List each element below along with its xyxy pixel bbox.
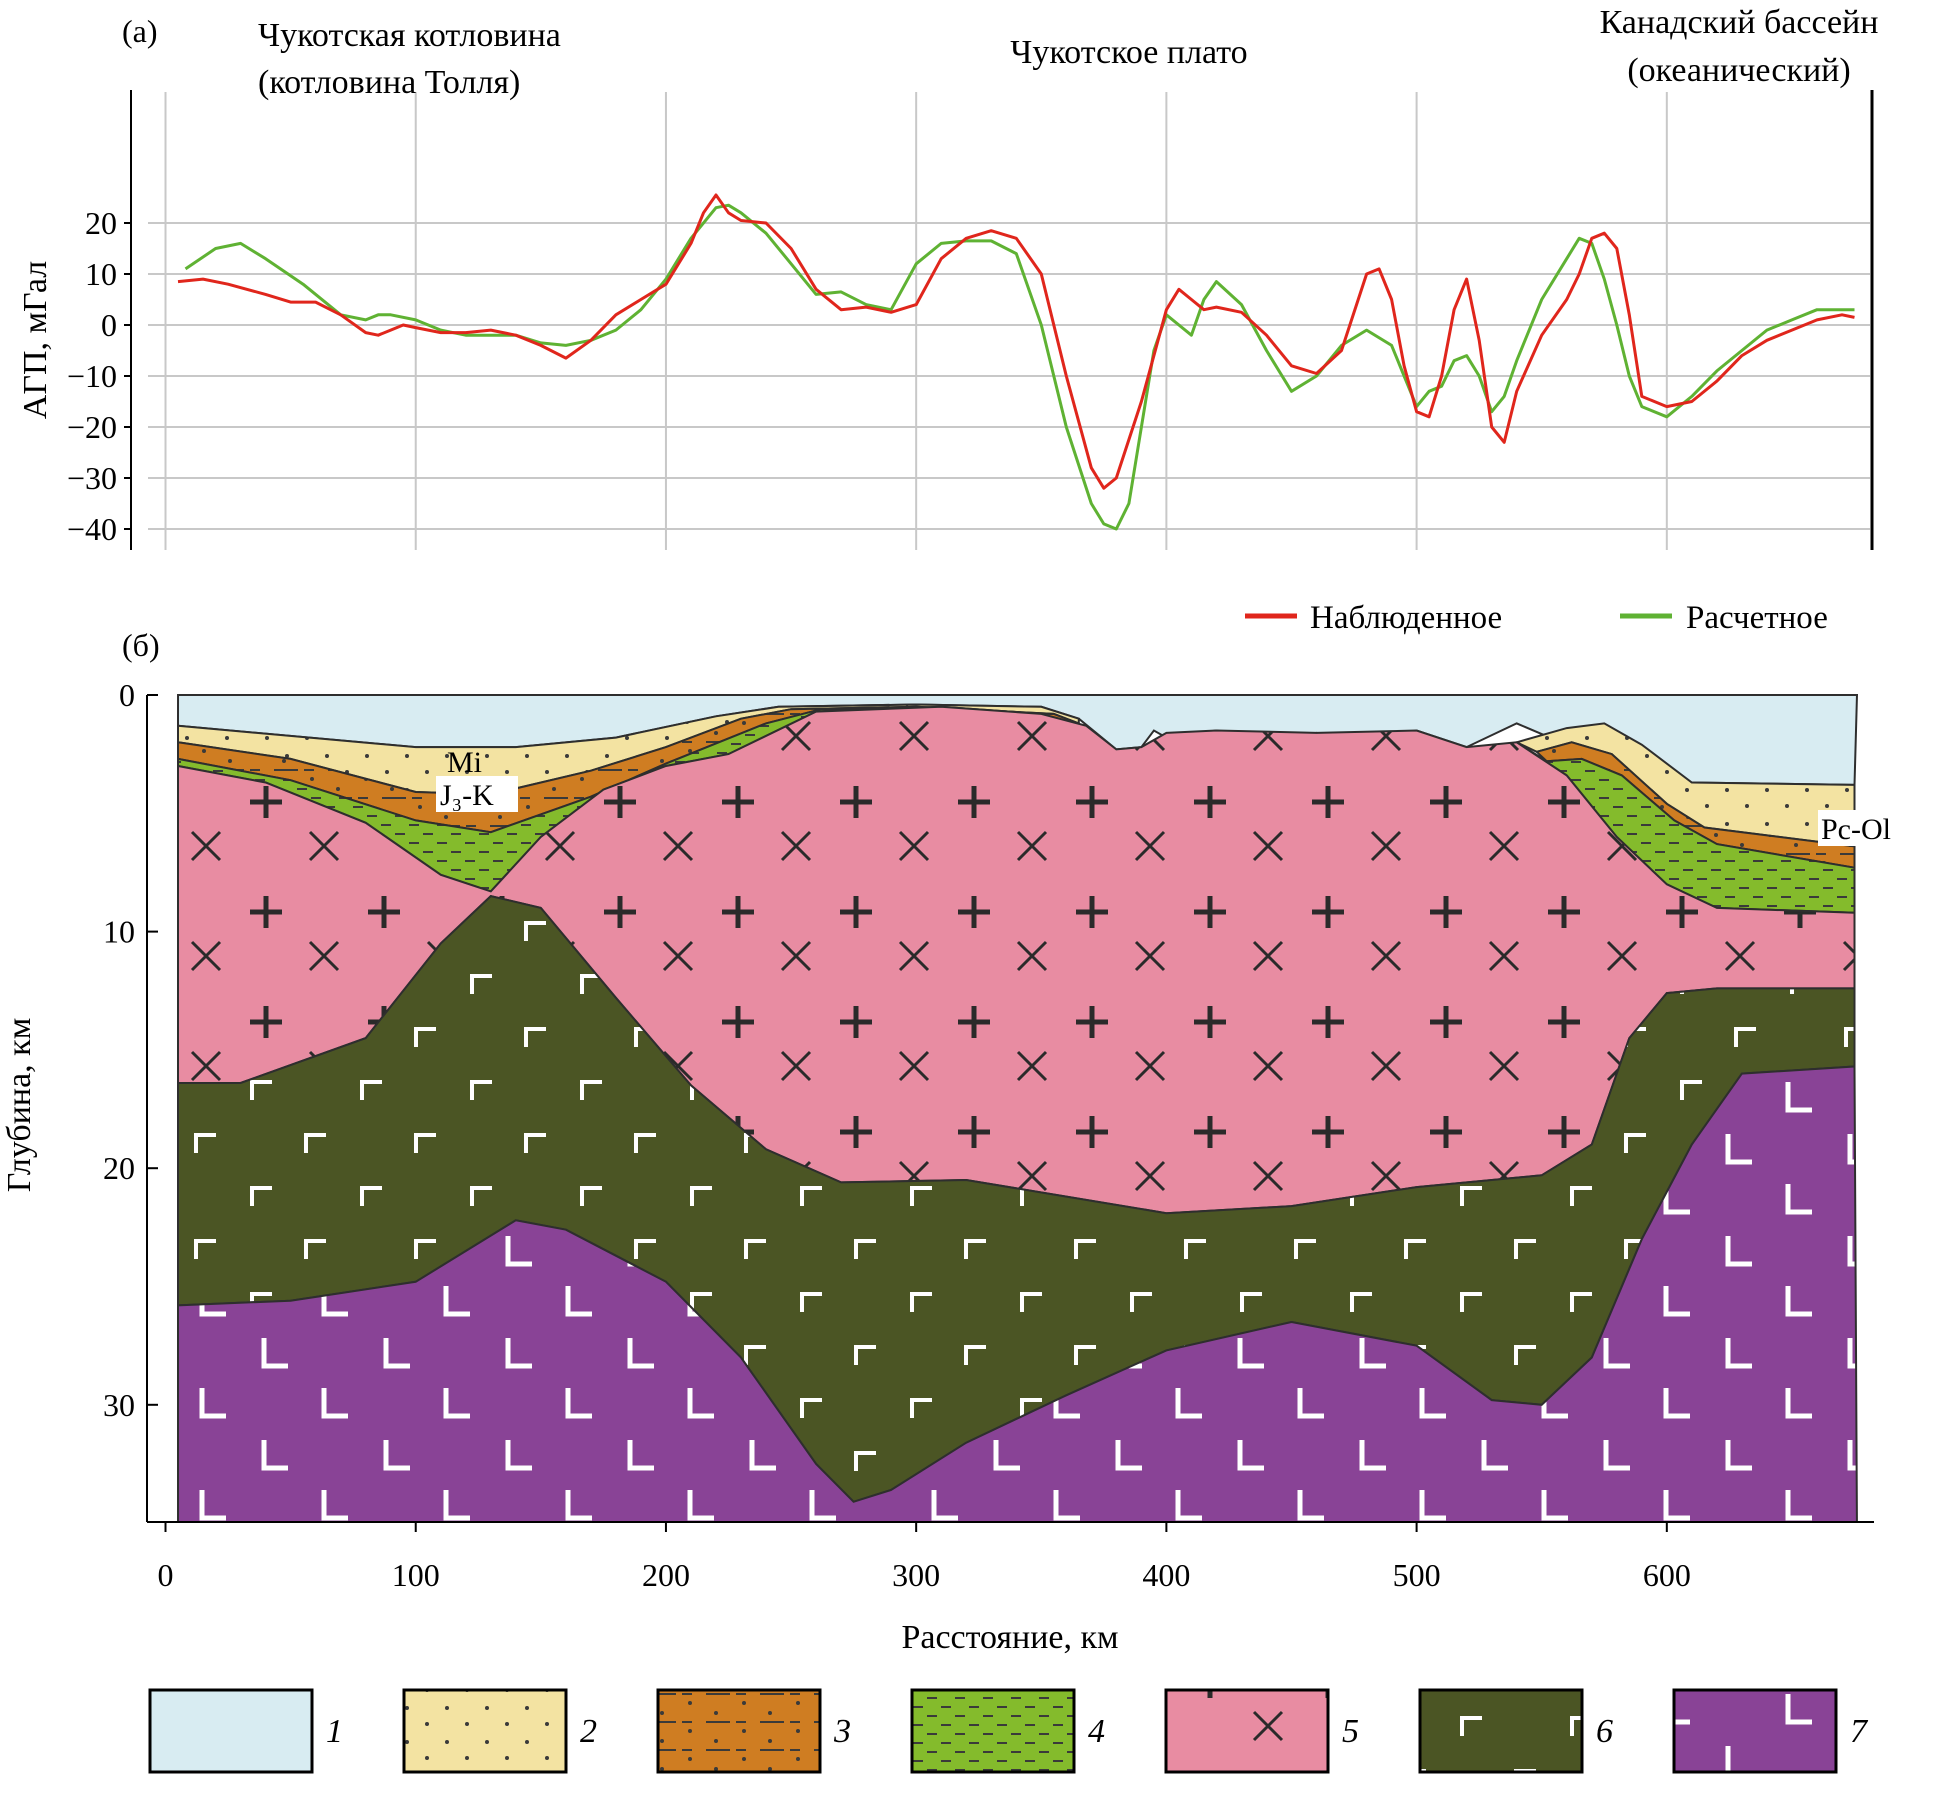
layer-legend-swatch-border xyxy=(1164,1688,1330,1774)
legend: Наблюденное Расчетное xyxy=(1245,600,1828,636)
layer-legend-swatch-border xyxy=(402,1688,568,1774)
region-label-line: Канадский бассейн xyxy=(1600,4,1879,41)
panel-b-label: (б) xyxy=(122,627,160,663)
layer-legend: 1 2 3 4 5 6 7 xyxy=(148,1688,1869,1774)
layer-k3-pattern xyxy=(178,706,1079,833)
y-tick-label: 0 xyxy=(119,677,135,713)
layer-legend-item-4: 4 xyxy=(910,1688,1105,1774)
series-line-observed xyxy=(177,193,1855,490)
x-tick-label: 500 xyxy=(1393,1557,1441,1593)
layer-legend-swatch xyxy=(150,1690,312,1772)
legend-item-calculated: Расчетное xyxy=(1620,600,1828,636)
region-label-line: Чукотская котловина xyxy=(258,17,561,54)
layer-legend-item-3: 3 xyxy=(656,1688,851,1774)
x-tick-label: 300 xyxy=(892,1557,940,1593)
x-tick-label: 200 xyxy=(642,1557,690,1593)
layer-mi-right-pattern xyxy=(1516,723,1855,847)
layer-legend-swatch-pattern xyxy=(1420,1690,1582,1772)
layer-legend-swatch-pattern xyxy=(404,1690,566,1772)
layer-legend-label: 2 xyxy=(580,1713,597,1750)
y-tick-label: 10 xyxy=(103,914,135,950)
x-tick-label: 400 xyxy=(1142,1557,1190,1593)
y-tick-label: 20 xyxy=(103,1150,135,1186)
region-label-line: Чукотское плато xyxy=(1010,34,1247,71)
series-line-calculated xyxy=(184,203,1855,531)
y-tick-label: 30 xyxy=(103,1387,135,1423)
y-tick-label: −30 xyxy=(67,460,117,496)
x-ticks: 0 100 200 300 400 500 600 xyxy=(158,1522,1691,1593)
annotation-pc-ol-text: Pc-Ol xyxy=(1821,813,1891,846)
layer-legend-label: 3 xyxy=(833,1713,851,1750)
annotation-j3k: J₃-K xyxy=(436,776,518,812)
annotation-pc-ol: Pc-Ol xyxy=(1818,810,1904,846)
layer-legend-swatch-border xyxy=(1672,1688,1838,1774)
layer-legend-swatch-border xyxy=(1418,1688,1584,1774)
layer-mi-pattern xyxy=(178,704,1079,795)
y-tick-label: −40 xyxy=(67,511,117,547)
y-ticks: 0 10 20 30 xyxy=(103,677,158,1423)
annotation-pc-ol-box xyxy=(1818,810,1904,846)
layer-legend-swatch-pattern xyxy=(912,1690,1074,1772)
y-axis-label: АГП, мГал xyxy=(17,261,54,419)
layer-legend-item-6: 6 xyxy=(1418,1688,1613,1774)
x-tick-label: 600 xyxy=(1643,1557,1691,1593)
legend-item-observed: Наблюденное xyxy=(1245,600,1502,636)
layer-legend-label: 6 xyxy=(1596,1713,1613,1750)
layer-legend-swatch-border xyxy=(910,1688,1076,1774)
panel-b: (б) 0 10 20 30 0 100 200 300 400 500 600 Расстоян… xyxy=(1,627,1904,1656)
x-tick-label: 100 xyxy=(392,1557,440,1593)
panel-a: (а) 20 10 0 −10 −20 −30 −40 АГП, мГал Чукотска… xyxy=(17,4,1878,636)
layer-legend-swatch-pattern xyxy=(658,1690,820,1772)
layer-legend-item-1: 1 xyxy=(148,1688,343,1774)
y-tick-label: −10 xyxy=(67,358,117,394)
layer-lower-crust-pattern xyxy=(178,1066,1857,1522)
y-tick-label: 10 xyxy=(85,256,117,292)
y-ticks: 20 10 0 −10 −20 −30 −40 xyxy=(67,205,131,547)
layer-granite-pattern xyxy=(178,706,1855,1214)
region-chukchi-plateau: Чукотское плато xyxy=(1010,34,1247,71)
layer-legend-item-5: 5 xyxy=(1164,1688,1359,1774)
layer-legend-swatch-pattern xyxy=(1166,1690,1328,1772)
y-tick-label: 0 xyxy=(101,307,117,343)
layer-lower-crust-outline xyxy=(176,1065,1858,1522)
region-canada-basin: Канадский бассейн (океанический) xyxy=(1600,4,1879,89)
legend-label-observed: Наблюденное xyxy=(1310,600,1502,636)
annotation-j3k-text: J₃-K xyxy=(440,779,494,812)
layer-legend-label: 5 xyxy=(1342,1713,1359,1750)
layer-legend-item-2: 2 xyxy=(402,1688,597,1774)
y-tick-label: −20 xyxy=(67,409,117,445)
gridlines xyxy=(148,92,1870,550)
annotation-j3k-box xyxy=(436,776,518,812)
layer-j3k-pattern xyxy=(178,706,1079,892)
region-chukchi-basin: Чукотская котловина (котловина Толля) xyxy=(258,17,561,101)
annotation-mi: Mi xyxy=(447,746,482,779)
layer-basalt-pattern xyxy=(178,896,1855,1502)
panel-a-label: (а) xyxy=(122,13,158,49)
x-tick-label: 0 xyxy=(158,1557,174,1593)
layer-legend-item-7: 7 xyxy=(1672,1688,1869,1774)
layer-k3-right-pattern xyxy=(1536,742,1855,868)
series-lines xyxy=(177,193,1855,531)
layer-legend-label: 7 xyxy=(1850,1713,1869,1750)
layer-legend-swatch-border xyxy=(148,1688,314,1774)
section-layers xyxy=(176,694,1859,1522)
layer-legend-swatch-border xyxy=(656,1688,822,1774)
layer-water xyxy=(178,695,1857,785)
layer-legend-label: 4 xyxy=(1088,1713,1105,1750)
layer-legend-swatch-pattern xyxy=(1674,1690,1836,1772)
legend-label-calculated: Расчетное xyxy=(1686,600,1828,636)
y-tick-label: 20 xyxy=(85,205,117,241)
region-label-line: (котловина Толля) xyxy=(258,64,520,101)
region-label-line: (океанический) xyxy=(1627,52,1850,89)
x-axis-label: Расстояние, км xyxy=(901,1619,1118,1656)
y-axis-label: Глубина, км xyxy=(1,1018,38,1192)
layer-legend-label: 1 xyxy=(326,1713,343,1750)
